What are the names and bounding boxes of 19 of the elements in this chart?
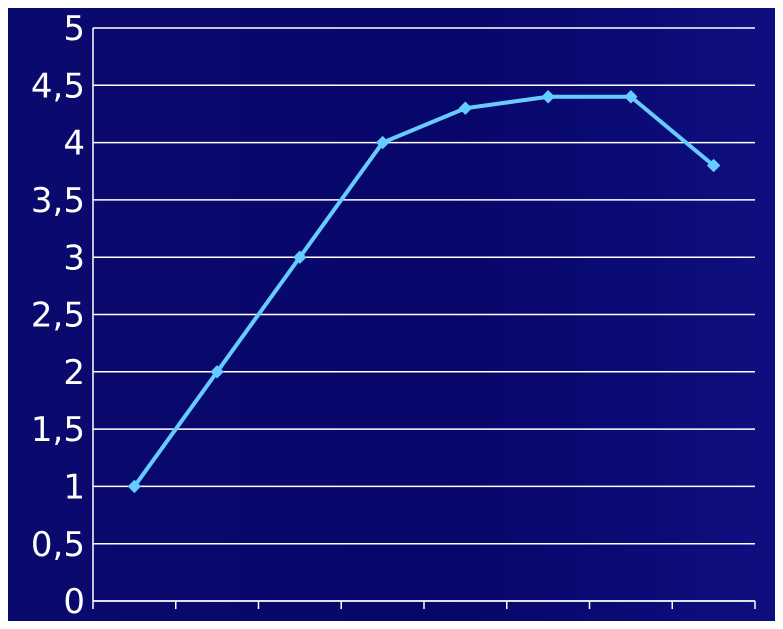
point (458, 102, 472, 115)
y-tick-label: 5 (63, 9, 85, 50)
point (707, 159, 720, 172)
y-tick-label: 0 (63, 582, 85, 622)
point (542, 90, 555, 104)
y-tick-label: 4 (63, 124, 85, 164)
point (293, 250, 306, 264)
y-tick-label: 1,5 (30, 410, 85, 450)
point (210, 365, 224, 378)
y-tick-label: 2,5 (30, 296, 85, 336)
y-tick-label: 0,5 (30, 524, 85, 565)
point (624, 90, 638, 104)
y-tick-label: 3 (63, 238, 85, 278)
point (376, 136, 390, 150)
y-tick-label: 2 (63, 352, 85, 393)
y-tick-label: 4,5 (30, 66, 85, 106)
y-tick-label: 3,5 (30, 180, 85, 221)
point (128, 480, 141, 493)
y-tick-label: 1 (63, 467, 85, 508)
